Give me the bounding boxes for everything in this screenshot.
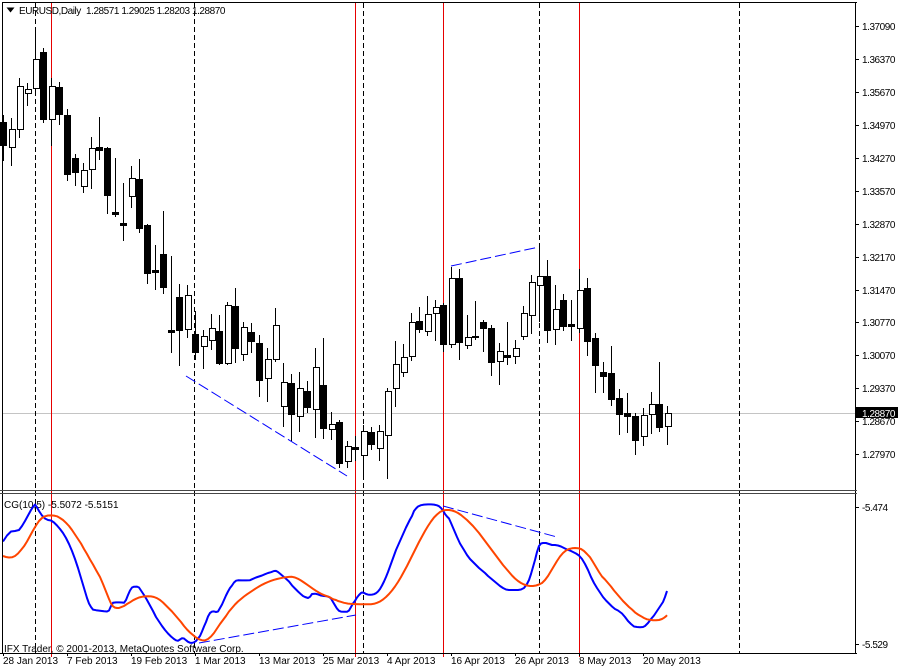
- svg-text:1 Mar 2013: 1 Mar 2013: [195, 656, 246, 667]
- svg-text:IFX Trader, © 2001-2013, MetaQ: IFX Trader, © 2001-2013, MetaQuotes Soft…: [4, 644, 244, 655]
- svg-text:1.35670: 1.35670: [862, 88, 896, 99]
- svg-text:CG(10,5) -5.5072 -5.5151: CG(10,5) -5.5072 -5.5151: [4, 500, 119, 511]
- svg-text:1.33570: 1.33570: [862, 187, 896, 198]
- svg-text:-5.529: -5.529: [862, 640, 889, 651]
- svg-text:1.28571 1.29025 1.28203 1.2887: 1.28571 1.29025 1.28203 1.28870: [86, 6, 226, 17]
- svg-text:1.28870: 1.28870: [862, 409, 896, 420]
- svg-text:1.34970: 1.34970: [862, 121, 896, 132]
- svg-text:1.30770: 1.30770: [862, 318, 896, 329]
- svg-text:20 May 2013: 20 May 2013: [643, 656, 701, 667]
- svg-text:1.27970: 1.27970: [862, 450, 896, 461]
- svg-text:16 Apr 2013: 16 Apr 2013: [451, 656, 505, 667]
- svg-text:1.28670: 1.28670: [862, 417, 896, 428]
- svg-text:8 May 2013: 8 May 2013: [579, 656, 632, 667]
- svg-text:1.31470: 1.31470: [862, 286, 896, 297]
- svg-text:7 Feb 2013: 7 Feb 2013: [67, 656, 118, 667]
- svg-text:1.32170: 1.32170: [862, 253, 896, 264]
- svg-text:26 Apr 2013: 26 Apr 2013: [515, 656, 569, 667]
- svg-text:1.37090: 1.37090: [862, 22, 896, 33]
- svg-text:1.30070: 1.30070: [862, 351, 896, 362]
- svg-text:13 Mar 2013: 13 Mar 2013: [259, 656, 316, 667]
- svg-text:1.34270: 1.34270: [862, 154, 896, 165]
- svg-text:25 Mar 2013: 25 Mar 2013: [323, 656, 380, 667]
- svg-text:EURUSD,Daily: EURUSD,Daily: [19, 6, 81, 17]
- svg-text:-5.474: -5.474: [862, 503, 889, 514]
- svg-text:1.32870: 1.32870: [862, 220, 896, 231]
- svg-text:1.29370: 1.29370: [862, 384, 896, 395]
- svg-text:19 Feb 2013: 19 Feb 2013: [131, 656, 188, 667]
- svg-text:1.36370: 1.36370: [862, 55, 896, 66]
- svg-text:4 Apr 2013: 4 Apr 2013: [387, 656, 436, 667]
- svg-text:28 Jan 2013: 28 Jan 2013: [3, 656, 58, 667]
